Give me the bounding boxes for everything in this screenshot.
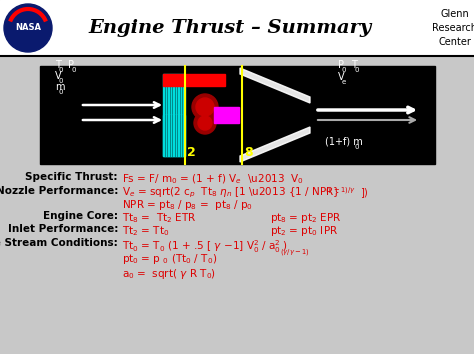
- Text: $^{(\gamma - 1) / \gamma}$  ]): $^{(\gamma - 1) / \gamma}$ ]): [325, 185, 369, 201]
- Text: 0: 0: [72, 67, 76, 73]
- Text: Specific Thrust:: Specific Thrust:: [26, 172, 118, 182]
- Bar: [40, 66, 435, 164]
- Text: 2: 2: [187, 146, 196, 159]
- Polygon shape: [240, 68, 310, 103]
- Text: 0: 0: [342, 67, 346, 73]
- Text: 0: 0: [355, 67, 359, 73]
- Bar: [214, 107, 239, 123]
- Text: 0: 0: [59, 78, 64, 84]
- Text: V: V: [338, 72, 345, 82]
- Text: Inlet Performance:: Inlet Performance:: [8, 224, 118, 234]
- Text: V: V: [55, 71, 62, 81]
- Circle shape: [4, 4, 52, 52]
- Text: 8: 8: [244, 146, 253, 159]
- Circle shape: [198, 116, 212, 130]
- Polygon shape: [240, 127, 310, 162]
- Text: $^{(\gamma / \gamma - 1)}$: $^{(\gamma / \gamma - 1)}$: [280, 250, 310, 260]
- Text: Engine Core:: Engine Core:: [43, 211, 118, 221]
- Text: NASA: NASA: [15, 23, 41, 33]
- Text: T: T: [351, 60, 357, 70]
- Text: (1+f) m: (1+f) m: [325, 136, 363, 146]
- Circle shape: [192, 94, 218, 120]
- Text: 0: 0: [59, 67, 64, 73]
- Bar: [0, 0, 474, 56]
- Text: Fs = F/ m$_0$ = (1 + f) V$_e$  \u2013  V$_0$: Fs = F/ m$_0$ = (1 + f) V$_e$ \u2013 V$_…: [122, 172, 304, 185]
- Text: pt$_2$ = pt$_0$ IPR: pt$_2$ = pt$_0$ IPR: [270, 224, 338, 238]
- Text: P: P: [68, 60, 74, 70]
- Text: NPR = pt$_8$ / p$_8$ =  pt$_8$ / p$_0$: NPR = pt$_8$ / p$_8$ = pt$_8$ / p$_0$: [122, 198, 253, 212]
- Text: Free Stream Conditions:: Free Stream Conditions:: [0, 238, 118, 248]
- Text: Glenn
Research
Center: Glenn Research Center: [432, 9, 474, 47]
- Bar: [163, 74, 185, 156]
- Bar: [163, 74, 225, 86]
- Text: pt$_0$ = p $_{0}$ (Tt$_0$ / T$_0$): pt$_0$ = p $_{0}$ (Tt$_0$ / T$_0$): [122, 252, 217, 266]
- Bar: [0, 56, 474, 354]
- Text: T: T: [55, 60, 61, 70]
- Text: V$_e$ = sqrt(2 c$_p$  Tt$_8$ $\eta_n$ [1 \u2013 {1 / NPR}: V$_e$ = sqrt(2 c$_p$ Tt$_8$ $\eta_n$ [1 …: [122, 186, 340, 200]
- Text: e: e: [342, 79, 346, 85]
- Text: m: m: [55, 82, 64, 92]
- Text: 0: 0: [59, 89, 64, 95]
- Text: Tt$_0$ = T$_0$ (1 + .5 [ $\gamma$ $-$1] V$_0^2$ / a$_0^2$ ): Tt$_0$ = T$_0$ (1 + .5 [ $\gamma$ $-$1] …: [122, 238, 288, 255]
- Text: Tt$_8$ =  Tt$_2$ ETR: Tt$_8$ = Tt$_2$ ETR: [122, 211, 197, 225]
- Text: a$_0$ =  sqrt( $\gamma$ R T$_0$): a$_0$ = sqrt( $\gamma$ R T$_0$): [122, 267, 216, 281]
- Circle shape: [194, 112, 216, 134]
- Text: pt$_8$ = pt$_2$ EPR: pt$_8$ = pt$_2$ EPR: [270, 211, 342, 225]
- Circle shape: [196, 98, 214, 116]
- Text: P: P: [338, 60, 344, 70]
- Text: Engine Thrust – Summary: Engine Thrust – Summary: [88, 19, 372, 37]
- Bar: [163, 115, 185, 156]
- Text: Tt$_2$ = Tt$_0$: Tt$_2$ = Tt$_0$: [122, 224, 169, 238]
- Text: Nozzle Performance:: Nozzle Performance:: [0, 186, 118, 196]
- Text: 0: 0: [355, 144, 359, 150]
